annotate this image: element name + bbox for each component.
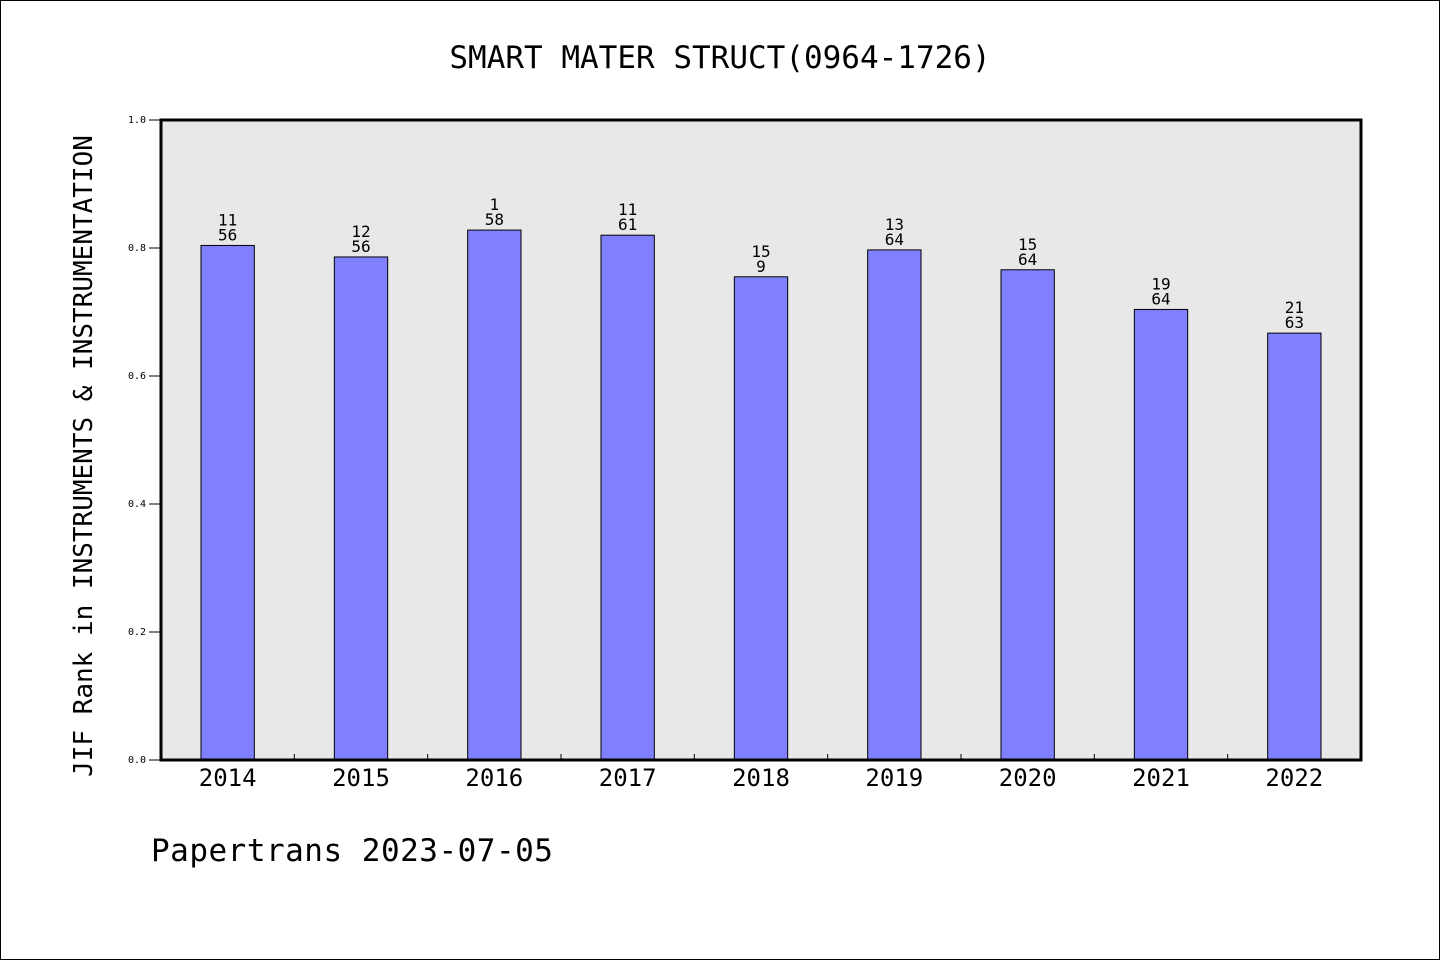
total-label-2018: 9 bbox=[756, 257, 766, 276]
ticks-group: 2014 2015 2016 2017 2018 2019 2020 2021 2022 0.0 0… bbox=[128, 115, 1323, 792]
y-tick-label: 0.4 bbox=[128, 499, 146, 510]
footer-text: Papertrans 2023-07-05 bbox=[151, 833, 554, 869]
total-label-2020: 64 bbox=[1018, 250, 1037, 269]
rank-label-2018: 15 bbox=[751, 242, 770, 261]
y-tick-label: 0.0 bbox=[128, 755, 146, 766]
rank-label-2020: 15 bbox=[1018, 235, 1037, 254]
x-tick-label-2014: 2014 bbox=[199, 764, 257, 792]
bar-2018 bbox=[733, 276, 789, 761]
bar-2015 bbox=[333, 256, 389, 761]
bar-2022 bbox=[1267, 332, 1322, 761]
x-tick-label-2017: 2017 bbox=[599, 764, 657, 792]
x-tick-label-2020: 2020 bbox=[999, 764, 1057, 792]
x-tick-label-2015: 2015 bbox=[332, 764, 390, 792]
rank-label-2019: 13 bbox=[885, 215, 904, 234]
x-tick-label-2021: 2021 bbox=[1132, 764, 1190, 792]
total-label-2016: 58 bbox=[485, 210, 504, 229]
rank-label-2017: 11 bbox=[618, 200, 637, 219]
x-tick-label-2016: 2016 bbox=[465, 764, 523, 792]
total-label-2022: 63 bbox=[1285, 313, 1304, 332]
bar-2016 bbox=[467, 229, 522, 761]
y-tick-label: 0.8 bbox=[128, 243, 146, 254]
plot-border bbox=[159, 118, 1363, 762]
rank-label-2022: 21 bbox=[1285, 298, 1304, 317]
y-tick-label: 0.2 bbox=[128, 627, 146, 638]
y-tick-label: 1.0 bbox=[128, 115, 146, 126]
total-label-2015: 56 bbox=[351, 237, 370, 256]
rank-label-2021: 19 bbox=[1151, 274, 1170, 293]
y-tick-label: 0.6 bbox=[128, 371, 146, 382]
bar-2014 bbox=[200, 244, 255, 761]
rank-label-2016: 1 bbox=[490, 195, 500, 214]
y-axis-label: JIF Rank in INSTRUMENTS & INSTRUMENTATIO… bbox=[69, 135, 99, 777]
total-label-2017: 61 bbox=[618, 215, 637, 234]
bar-2017 bbox=[600, 234, 655, 761]
total-label-2019: 64 bbox=[885, 230, 904, 249]
rank-label-2014: 11 bbox=[218, 210, 237, 229]
chart-title: SMART MATER STRUCT(0964-1726) bbox=[449, 40, 990, 76]
x-tick-label-2019: 2019 bbox=[865, 764, 923, 792]
x-tick-label-2022: 2022 bbox=[1265, 764, 1323, 792]
x-tick-label-2018: 2018 bbox=[732, 764, 790, 792]
rank-label-2015: 12 bbox=[351, 222, 370, 241]
bar-2019 bbox=[867, 249, 922, 761]
total-label-2014: 56 bbox=[218, 225, 237, 244]
total-label-2021: 64 bbox=[1151, 289, 1170, 308]
bar-2020 bbox=[1000, 269, 1055, 761]
bar-2021 bbox=[1133, 308, 1189, 761]
